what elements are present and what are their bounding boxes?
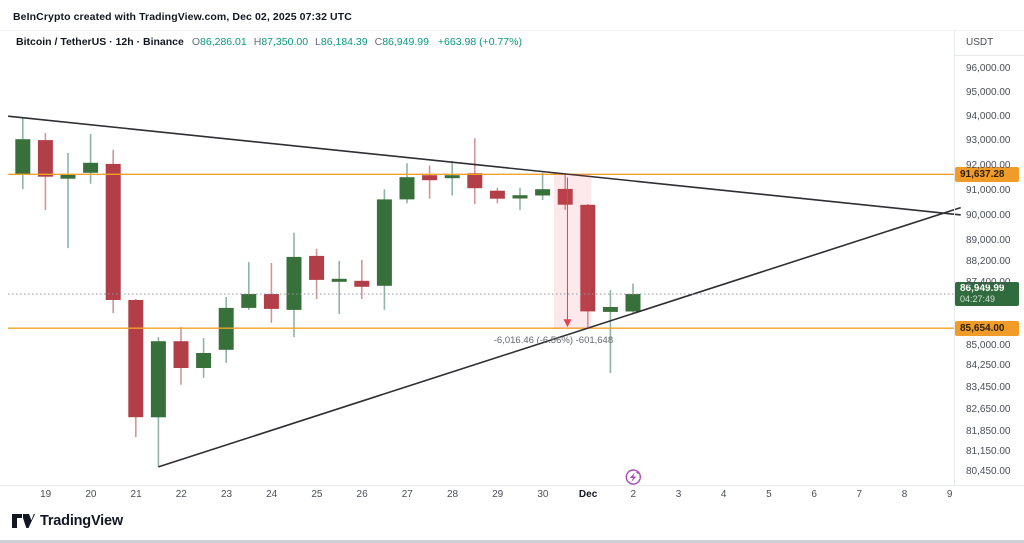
symbol-legend-row: Bitcoin / TetherUS · 12h · Binance O86,2…	[16, 36, 522, 48]
time-tick-label: 27	[401, 489, 413, 500]
time-tick-label: 19	[40, 489, 52, 500]
time-tick-label: 29	[492, 489, 504, 500]
time-tick-label: 24	[266, 489, 278, 500]
candle	[557, 173, 573, 210]
symbol-title: Bitcoin / TetherUS · 12h · Binance	[16, 36, 184, 48]
currency-label-divider	[954, 55, 1024, 56]
time-tick-label: 26	[356, 489, 368, 500]
candle	[467, 138, 483, 204]
candle	[625, 283, 641, 315]
time-tick-label: 30	[537, 489, 549, 500]
candle	[309, 248, 325, 299]
price-tick-label: 89,000.00	[966, 235, 1011, 247]
candle	[218, 297, 234, 363]
page-bottom-border	[0, 540, 1024, 543]
price-tick-label: 81,850.00	[966, 426, 1011, 438]
time-tick-label: 21	[130, 489, 142, 500]
price-change-value: +663.98 (+0.77%)	[437, 36, 522, 48]
candle	[535, 172, 551, 200]
candle	[580, 204, 596, 329]
candle	[196, 338, 212, 378]
time-axis-divider	[0, 485, 1024, 486]
header-divider	[0, 30, 1024, 31]
candle	[263, 263, 279, 323]
price-tick-label: 83,450.00	[966, 382, 1011, 394]
ohlc-low-value: 86,184.39	[320, 36, 368, 48]
candle	[376, 189, 392, 310]
price-tick-label: 91,000.00	[966, 184, 1011, 196]
price-tick-label: 81,150.00	[966, 445, 1011, 457]
price-tick-label: 92,000.00	[966, 159, 1011, 171]
price-tick-label: 85,000.00	[966, 340, 1011, 352]
trendline-lower-ascending[interactable]	[158, 206, 961, 468]
time-tick-label: 23	[220, 489, 233, 500]
candle	[37, 133, 53, 210]
price-tick-label: 82,650.00	[966, 404, 1011, 416]
candle	[15, 117, 31, 190]
ohlc-close-value: 86,949.99	[382, 36, 429, 48]
candle	[512, 187, 528, 210]
candle	[602, 290, 618, 373]
candle-countdown: 04:27:49	[960, 294, 996, 304]
time-tick-label: 3	[675, 489, 682, 500]
time-tick-label: 20	[85, 489, 97, 500]
ohlc-open-value: 86,286.01	[200, 36, 247, 48]
candle	[241, 262, 257, 310]
candle	[60, 152, 76, 249]
price-tick-label: 93,000.00	[966, 135, 1011, 147]
price-tick-label: 94,000.00	[966, 110, 1011, 122]
time-tick-label: 5	[766, 489, 772, 500]
price-tick-label: 84,250.00	[966, 360, 1011, 372]
trendline-upper-descending[interactable]	[8, 115, 961, 216]
tradingview-logo[interactable]: TradingView	[12, 512, 123, 530]
candle	[105, 149, 121, 313]
last-price-value: 86,949.99	[960, 283, 1005, 294]
ohlc-high-value: 87,350.00	[261, 36, 309, 48]
candle	[489, 187, 505, 204]
time-tick-label: 7	[856, 489, 863, 500]
time-tick-label: Dec	[578, 489, 598, 500]
time-tick-label: 22	[175, 489, 187, 500]
price-axis-divider	[954, 31, 955, 485]
measurement-label: -6,016.46 (-6.56%) -601,648	[493, 335, 614, 347]
tradingview-logo-icon	[12, 514, 35, 528]
ohlc-close-label: C	[374, 36, 383, 48]
candle	[83, 134, 99, 184]
candle	[128, 299, 144, 438]
price-tick-label: 80,450.00	[966, 465, 1011, 477]
time-tick-label: 25	[311, 489, 323, 500]
ohlc-high-label: H	[253, 36, 262, 48]
time-tick-label: 6	[811, 489, 817, 500]
price-tick-label: 90,000.00	[966, 209, 1011, 221]
time-tick-label: 4	[720, 489, 727, 500]
last-price-tag[interactable]: 86,949.99 04:27:49	[955, 282, 1019, 306]
time-tick-label: 9	[946, 489, 953, 500]
currency-label: USDT	[966, 37, 994, 48]
level-price-tag-lower[interactable]: 85,654.00	[955, 320, 1019, 336]
candle	[444, 161, 460, 196]
time-tick-label: 28	[446, 489, 459, 500]
tradingview-logo-text: TradingView	[40, 513, 123, 529]
price-tick-label: 96,000.00	[966, 62, 1011, 74]
candle	[399, 163, 415, 204]
time-tick-label: 8	[901, 489, 908, 500]
candle	[173, 327, 189, 385]
candle	[331, 260, 347, 314]
price-tick-label: 95,000.00	[966, 86, 1011, 98]
level-price-tag-upper[interactable]: 91,637.28	[955, 166, 1019, 182]
candle	[150, 337, 166, 468]
ohlc-open-label: O	[191, 36, 201, 48]
price-tick-label: 87,400.00	[966, 276, 1011, 288]
candle	[354, 259, 370, 299]
measurement-tool[interactable]	[553, 173, 592, 329]
candle	[286, 232, 302, 338]
event-lightning-icon[interactable]	[625, 469, 641, 485]
candle	[422, 165, 438, 199]
ohlc-low-label: L	[315, 36, 321, 48]
time-tick-label: 2	[630, 489, 637, 500]
creator-attribution-line: BeInCrypto created with TradingView.com,…	[13, 11, 352, 23]
price-tick-label: 88,200.00	[966, 256, 1011, 267]
